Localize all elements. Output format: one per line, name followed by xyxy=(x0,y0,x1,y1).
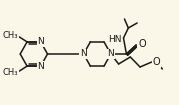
Text: N: N xyxy=(107,49,114,58)
Text: CH₃: CH₃ xyxy=(3,31,18,40)
Text: N: N xyxy=(37,62,44,71)
Text: N: N xyxy=(80,49,87,58)
Text: N: N xyxy=(37,37,44,46)
Text: HN: HN xyxy=(108,35,122,45)
Text: O: O xyxy=(138,39,146,49)
Text: CH₃: CH₃ xyxy=(3,68,18,77)
Text: O: O xyxy=(153,57,160,67)
